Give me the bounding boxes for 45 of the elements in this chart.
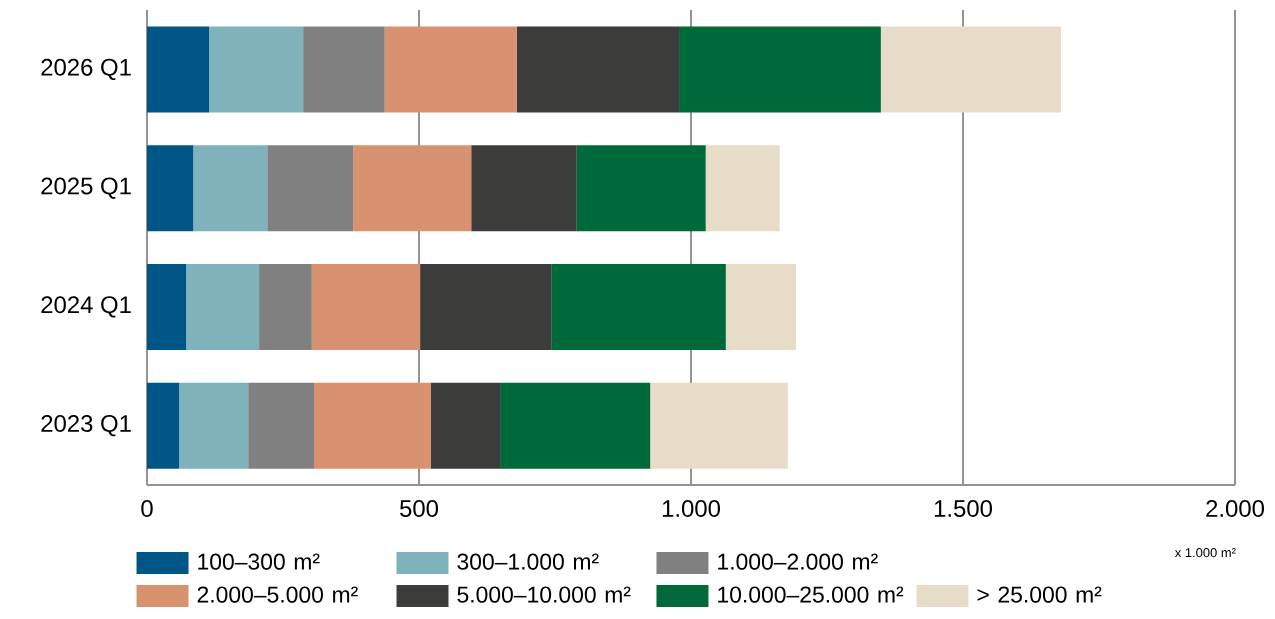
legend-label: 5.000–10.000 m² xyxy=(457,586,631,603)
bar xyxy=(314,382,431,469)
bar xyxy=(311,263,421,350)
legend-label: 100–300 m² xyxy=(198,553,320,570)
bar xyxy=(259,263,312,350)
x-tick-label: 1.000 xyxy=(662,500,720,517)
bar xyxy=(147,26,210,113)
bar xyxy=(880,26,1061,113)
x-tick-label: 500 xyxy=(400,500,439,517)
bar xyxy=(576,145,706,232)
bar xyxy=(471,145,577,232)
bar xyxy=(147,382,180,469)
bar xyxy=(679,26,881,113)
x-tick-label: 0 xyxy=(141,500,153,517)
bar xyxy=(186,263,260,350)
bar xyxy=(650,382,788,469)
y-tick-label: 2026 Q1 xyxy=(41,58,131,81)
y-tick-label: 2023 Q1 xyxy=(41,415,131,437)
legend-label: > 25.000 m² xyxy=(977,586,1102,603)
y-tick-label: 2024 Q1 xyxy=(41,296,131,318)
x-tick-label: 1.500 xyxy=(934,500,992,517)
bar xyxy=(193,145,268,232)
bar xyxy=(551,263,726,350)
bar xyxy=(267,145,354,232)
bar xyxy=(147,145,194,232)
legend-label: 1.000–2.000 m² xyxy=(718,553,878,570)
bar xyxy=(179,382,249,469)
bar xyxy=(147,263,187,350)
legend-label: 2.000–5.000 m² xyxy=(197,586,358,603)
bar xyxy=(209,26,304,113)
legend-label: 10.000–25.000 m² xyxy=(718,586,904,603)
x-tick-label: 2.000 xyxy=(1206,500,1264,517)
bar xyxy=(705,145,780,232)
bar xyxy=(725,263,796,350)
legend-label: 300–1.000 m² xyxy=(457,553,599,570)
bar xyxy=(384,26,517,113)
x-axis-title: x 1.000 m² xyxy=(1174,548,1236,558)
bar xyxy=(500,382,651,469)
bar xyxy=(248,382,315,469)
bar xyxy=(516,26,680,113)
y-tick-label: 2025 Q1 xyxy=(41,177,131,199)
bar xyxy=(353,145,472,232)
bar xyxy=(430,382,501,469)
bar xyxy=(420,263,552,350)
bar xyxy=(303,26,385,113)
